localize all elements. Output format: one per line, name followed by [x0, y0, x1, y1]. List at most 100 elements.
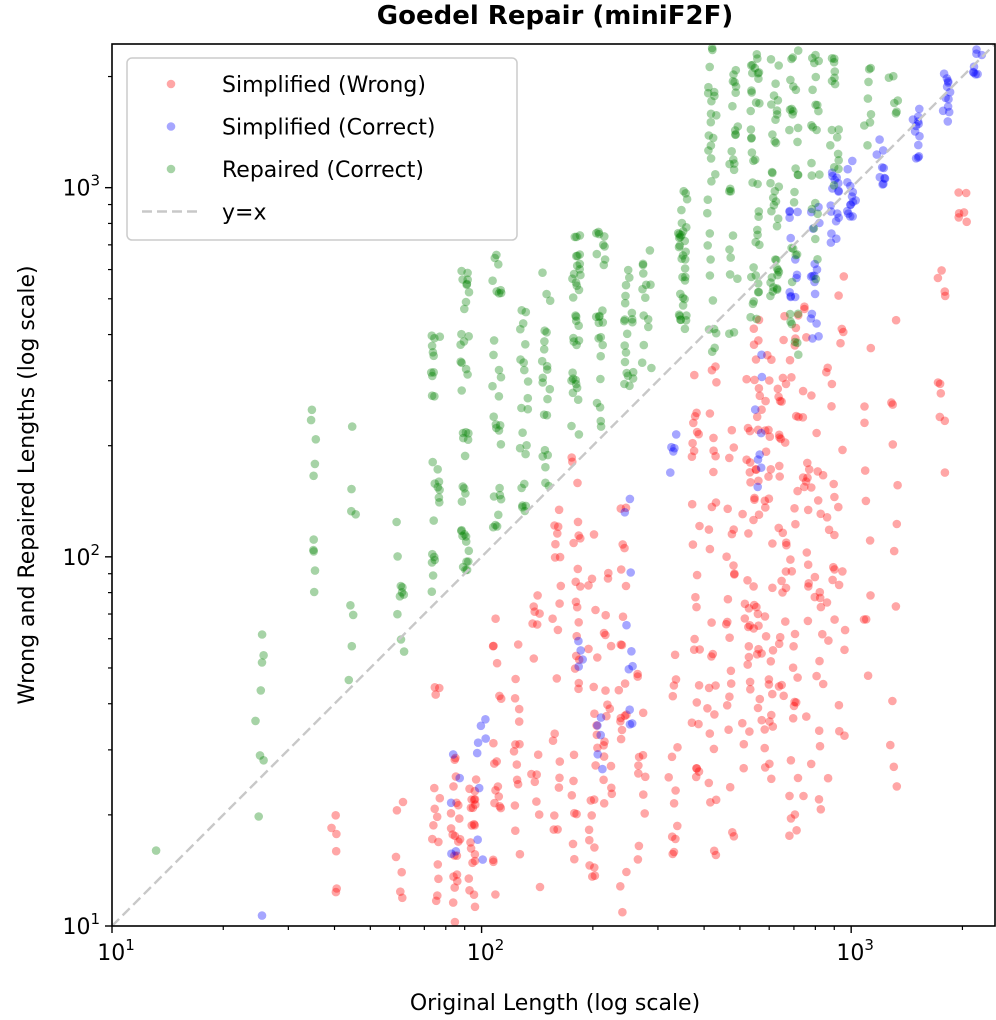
point-repaired-correct — [596, 416, 606, 426]
point-repaired-correct — [705, 271, 715, 280]
point-repaired-correct — [811, 198, 820, 208]
point-simplified-wrong — [453, 876, 462, 886]
point-simplified-correct — [879, 163, 889, 173]
point-repaired-correct — [574, 321, 583, 331]
point-simplified-wrong — [804, 465, 814, 474]
point-repaired-correct — [539, 345, 549, 354]
point-repaired-correct — [747, 272, 756, 282]
point-simplified-wrong — [835, 726, 844, 736]
point-simplified-wrong — [600, 737, 609, 746]
point-simplified-wrong — [455, 834, 465, 844]
point-simplified-wrong — [688, 540, 698, 549]
point-repaired-correct — [574, 430, 584, 439]
point-repaired-correct — [575, 259, 585, 269]
point-repaired-correct — [517, 306, 526, 315]
point-repaired-correct — [704, 82, 713, 92]
point-repaired-correct — [428, 348, 438, 357]
point-simplified-wrong — [887, 398, 896, 407]
point-simplified-wrong — [739, 739, 749, 749]
point-simplified-wrong — [694, 719, 703, 729]
point-simplified-correct — [846, 200, 855, 210]
point-simplified-wrong — [569, 776, 578, 786]
point-simplified-wrong — [496, 694, 506, 703]
point-repaired-correct — [459, 484, 469, 493]
point-simplified-wrong — [888, 696, 897, 706]
point-repaired-correct — [787, 104, 796, 114]
point-simplified-wrong — [861, 615, 871, 624]
point-simplified-wrong — [550, 553, 560, 562]
point-repaired-correct — [541, 478, 550, 488]
point-simplified-wrong — [470, 856, 480, 866]
point-repaired-correct — [489, 412, 499, 422]
point-repaired-correct — [620, 316, 629, 326]
point-simplified-wrong — [816, 805, 826, 814]
point-repaired-correct — [830, 67, 840, 76]
point-simplified-wrong — [490, 798, 499, 808]
point-repaired-correct — [458, 482, 468, 491]
point-repaired-correct — [428, 571, 438, 580]
point-repaired-correct — [575, 265, 584, 274]
point-simplified-wrong — [823, 363, 832, 373]
point-simplified-correct — [447, 849, 456, 858]
point-repaired-correct — [645, 246, 655, 255]
point-repaired-correct — [571, 311, 580, 320]
point-repaired-correct — [347, 422, 357, 431]
point-simplified-wrong — [691, 592, 700, 602]
point-repaired-correct — [595, 311, 604, 321]
point-repaired-correct — [542, 365, 552, 374]
point-repaired-correct — [620, 341, 629, 350]
point-repaired-correct — [707, 177, 716, 186]
point-repaired-correct — [751, 98, 761, 107]
point-simplified-correct — [812, 265, 822, 274]
point-repaired-correct — [682, 194, 692, 204]
point-repaired-correct — [773, 96, 783, 105]
point-simplified-wrong — [491, 890, 500, 899]
point-simplified-wrong — [430, 804, 440, 814]
point-simplified-wrong — [837, 324, 847, 334]
point-simplified-wrong — [704, 683, 714, 693]
point-simplified-correct — [914, 140, 923, 150]
point-simplified-wrong — [745, 458, 755, 467]
point-simplified-wrong — [585, 835, 594, 845]
point-simplified-wrong — [935, 379, 945, 389]
point-simplified-wrong — [764, 680, 774, 689]
point-repaired-correct — [829, 57, 839, 67]
point-simplified-wrong — [616, 734, 626, 744]
point-repaired-correct — [793, 309, 803, 319]
point-repaired-correct — [457, 526, 466, 536]
point-simplified-wrong — [814, 726, 824, 735]
point-simplified-correct — [791, 255, 800, 264]
point-repaired-correct — [786, 75, 795, 85]
point-simplified-wrong — [431, 690, 441, 699]
point-simplified-wrong — [840, 731, 849, 740]
point-simplified-wrong — [709, 467, 718, 477]
point-simplified-wrong — [533, 750, 543, 759]
point-repaired-correct — [494, 510, 503, 520]
point-simplified-wrong — [726, 679, 736, 688]
point-simplified-wrong — [555, 757, 565, 766]
point-simplified-wrong — [954, 213, 963, 222]
point-repaired-correct — [785, 309, 795, 319]
point-simplified-correct — [625, 494, 635, 504]
point-repaired-correct — [675, 311, 685, 321]
point-simplified-correct — [667, 442, 676, 452]
point-repaired-correct — [754, 68, 764, 77]
point-simplified-wrong — [495, 691, 504, 701]
point-simplified-wrong — [760, 743, 769, 753]
point-repaired-correct — [793, 137, 802, 147]
point-simplified-correct — [834, 186, 843, 196]
point-repaired-correct — [811, 234, 820, 244]
point-simplified-wrong — [692, 427, 702, 437]
point-simplified-wrong — [640, 809, 649, 818]
point-simplified-wrong — [838, 567, 847, 576]
point-simplified-correct — [810, 277, 819, 287]
point-simplified-wrong — [839, 272, 849, 281]
point-simplified-wrong — [588, 872, 597, 881]
point-repaired-correct — [457, 497, 467, 506]
point-simplified-wrong — [727, 529, 737, 539]
point-repaired-correct — [456, 357, 466, 367]
point-simplified-wrong — [572, 602, 582, 612]
point-repaired-correct — [755, 240, 764, 250]
point-simplified-wrong — [738, 718, 747, 728]
point-simplified-wrong — [622, 867, 631, 877]
